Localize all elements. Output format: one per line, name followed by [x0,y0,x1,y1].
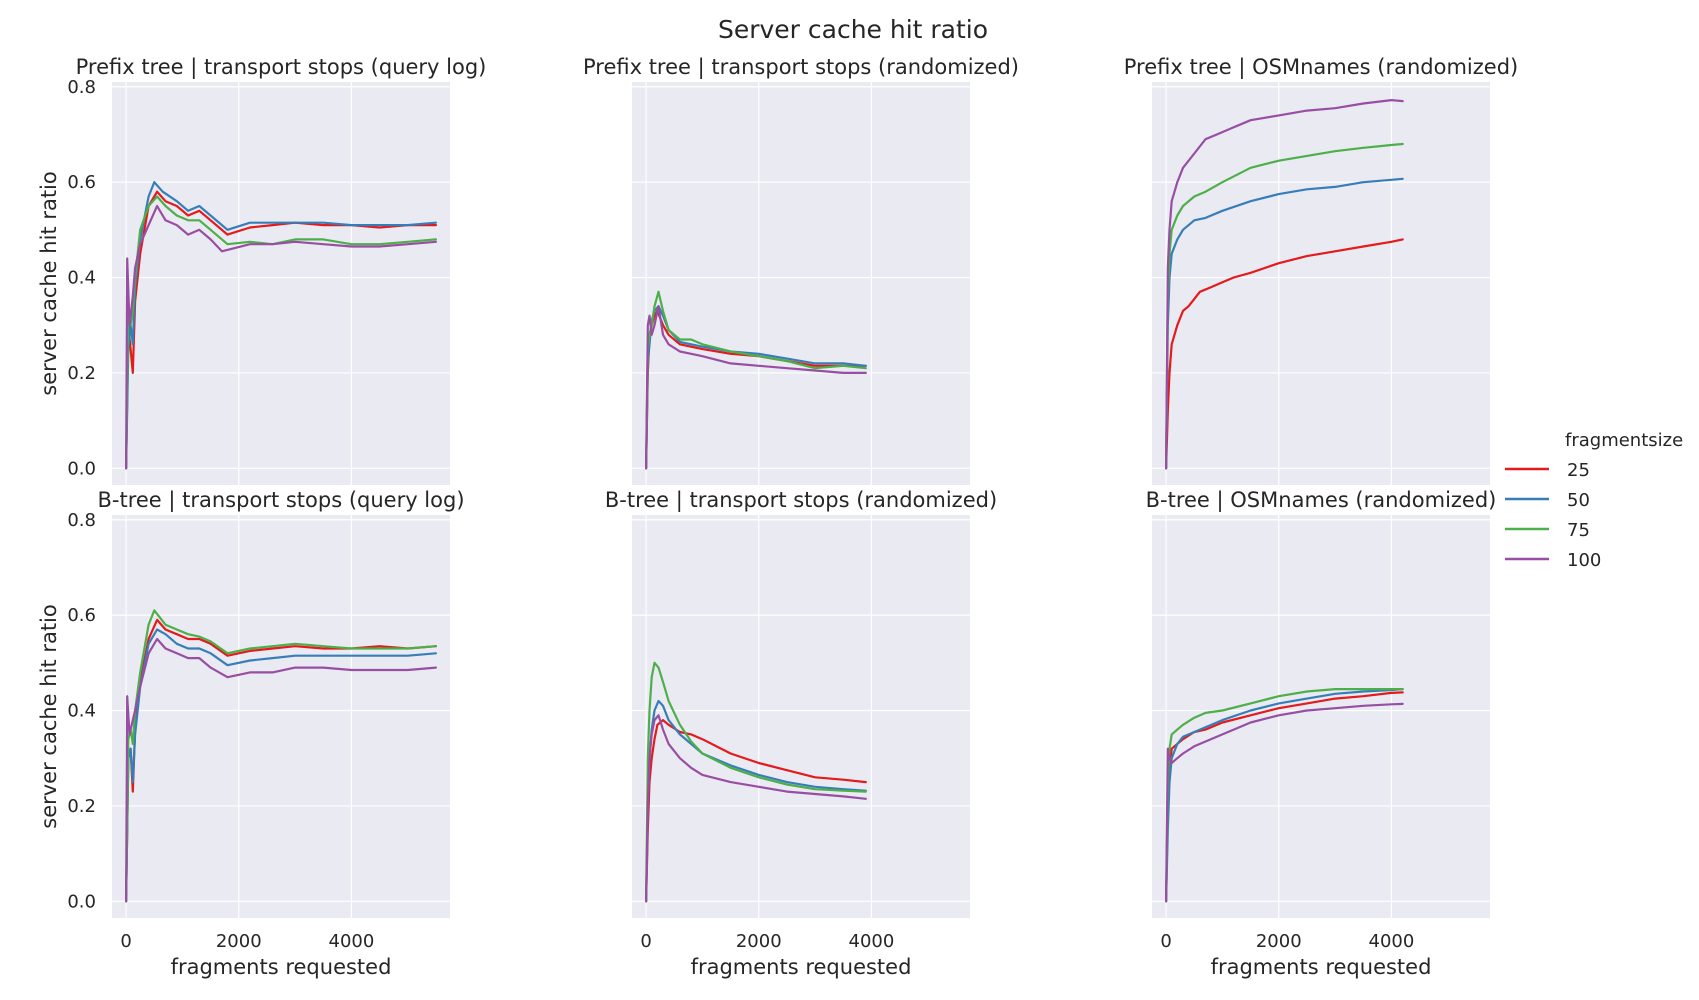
legend-item-25: 25 [1505,460,1590,481]
legend: fragmentsize 25 50 75 100 [1505,430,1683,571]
series-line-100 [124,637,437,903]
series-line-75 [1164,142,1404,470]
series-line-100 [124,204,437,470]
legend-label-75: 75 [1567,520,1590,541]
panel-title: B-tree | OSMnames (randomized) [1146,488,1497,513]
x-axis-label: fragments requested [691,955,912,979]
panels: Prefix tree | transport stops (query log… [37,55,1518,979]
x-tick-label: 0 [1160,931,1171,952]
legend-title: fragmentsize [1565,430,1683,451]
series-line-50 [1164,177,1404,470]
y-tick-label: 0.4 [67,701,96,722]
y-tick-label: 0.8 [67,510,96,531]
series-line-50 [124,181,437,470]
legend-label-100: 100 [1567,550,1601,571]
x-tick-label: 0 [120,931,131,952]
panel-3: Prefix tree | OSMnames (randomized) [1124,55,1518,485]
y-tick-label: 0.0 [67,458,96,479]
series-line-100 [644,305,867,470]
y-tick-label: 0.4 [67,268,96,289]
y-tick-label: 0.0 [67,891,96,912]
plot-area [112,515,450,918]
plot-area [112,82,450,485]
series-line-25 [644,718,867,903]
panel-title: B-tree | transport stops (randomized) [605,488,997,513]
y-tick-label: 0.8 [67,77,96,98]
x-axis-label: fragments requested [171,955,392,979]
series-line-100 [644,714,867,903]
panel-6: B-tree | OSMnames (randomized) 0 2000 4000 f… [1146,488,1497,979]
panel-title: Prefix tree | OSMnames (randomized) [1124,55,1518,80]
x-tick-label: 4000 [329,931,375,952]
x-tick-label: 4000 [1369,931,1415,952]
panel-title: B-tree | transport stops (query log) [97,488,464,513]
y-tick-label: 0.2 [67,796,96,817]
legend-label-50: 50 [1567,490,1590,511]
series-line-100 [1164,98,1404,470]
plot-area [632,515,970,918]
legend-item-50: 50 [1505,490,1590,511]
legend-item-75: 75 [1505,520,1590,541]
series-line-75 [644,661,867,903]
series-line-50 [124,628,437,903]
plot-area [632,82,970,485]
y-tick-label: 0.6 [67,172,96,193]
panel-1: Prefix tree | transport stops (query log… [37,55,486,485]
series-line-75 [124,609,437,903]
panel-4: B-tree | transport stops (query log) 0.0 0… [37,488,465,979]
x-tick-label: 2000 [1256,931,1302,952]
legend-label-25: 25 [1567,460,1590,481]
legend-item-100: 100 [1505,550,1601,571]
figure-title: Server cache hit ratio [718,15,988,44]
series-line-100 [1164,702,1404,903]
series-line-50 [1164,687,1404,903]
panel-5: B-tree | transport stops (randomized) 0 20… [605,488,997,979]
x-tick-label: 4000 [849,931,895,952]
y-tick-label: 0.6 [67,605,96,626]
panel-title: Prefix tree | transport stops (query log… [76,55,487,80]
plot-area [1152,82,1490,485]
plot-area [1152,515,1490,918]
panel-2: Prefix tree | transport stops (randomize… [583,55,1019,485]
x-tick-label: 0 [640,931,651,952]
x-tick-label: 2000 [216,931,262,952]
series-line-25 [1164,238,1404,470]
y-tick-label: 0.2 [67,363,96,384]
x-tick-label: 2000 [736,931,782,952]
x-axis-label: fragments requested [1211,955,1432,979]
y-axis-label: server cache hit ratio [37,171,61,396]
panel-title: Prefix tree | transport stops (randomize… [583,55,1019,80]
y-axis-label: server cache hit ratio [37,604,61,829]
series-line-75 [1164,687,1404,903]
